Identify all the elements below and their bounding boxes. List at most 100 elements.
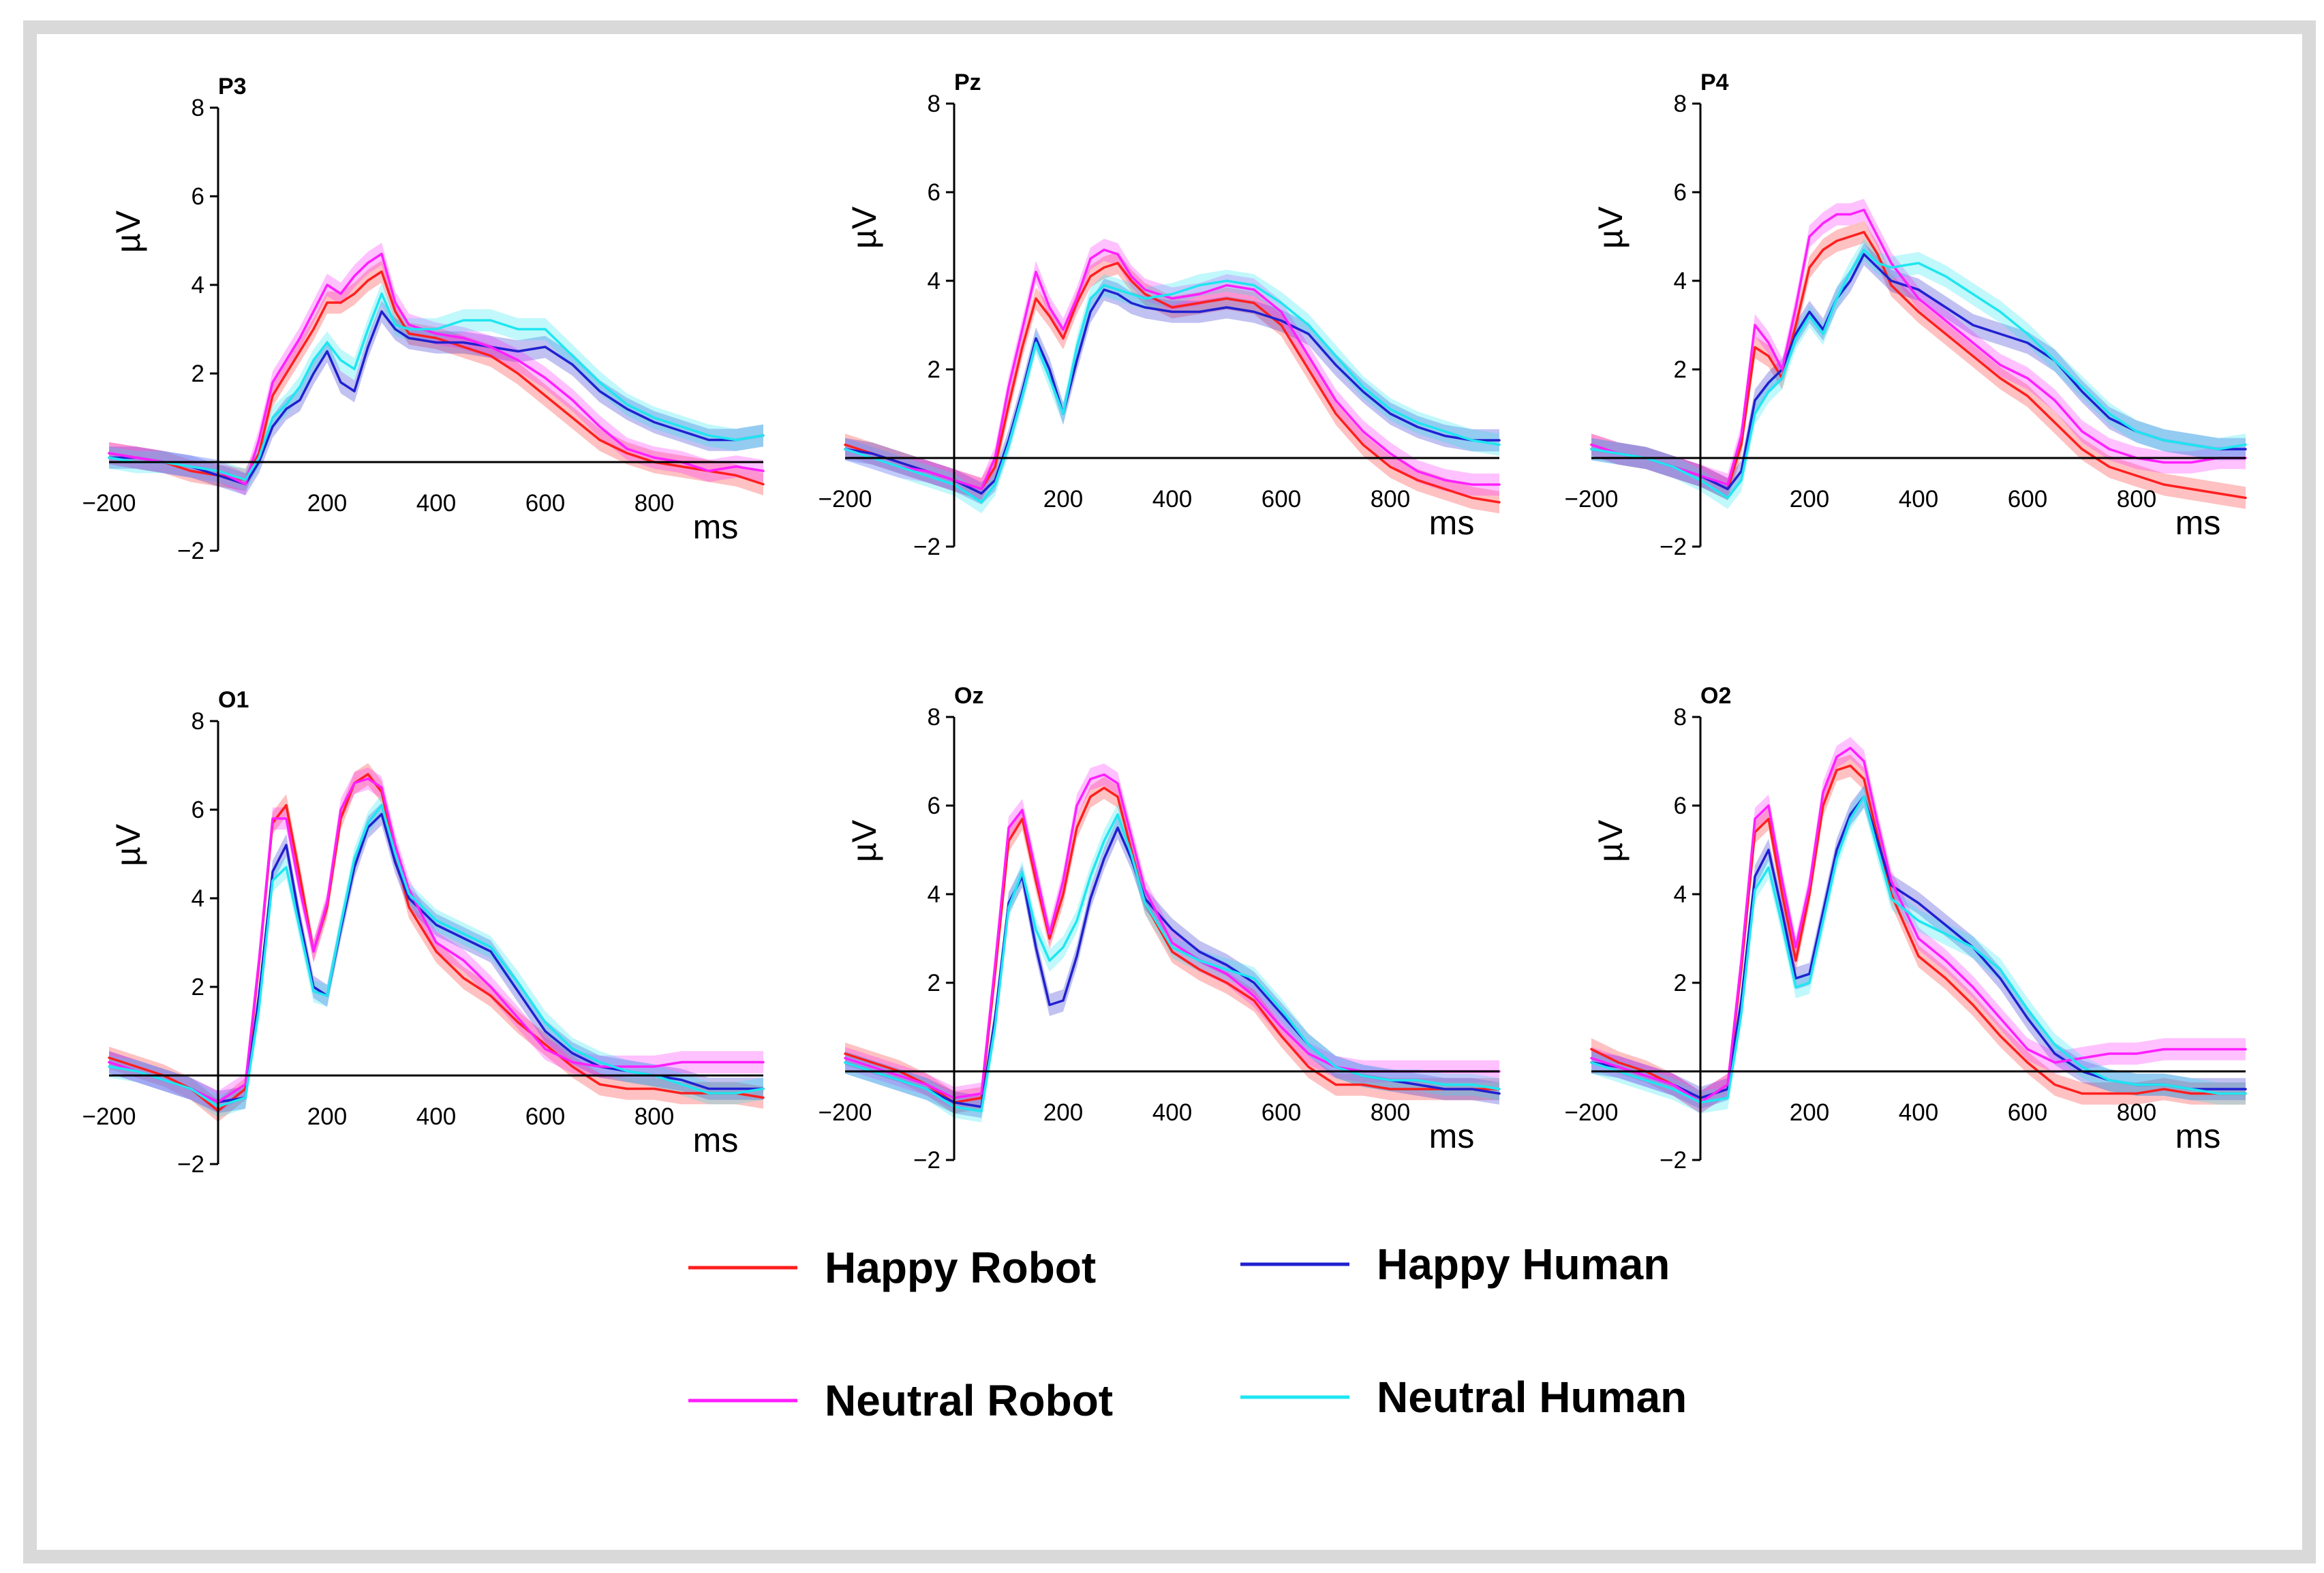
x-tick-label: 800	[1371, 486, 1410, 513]
panel-title: Oz	[954, 683, 983, 709]
y-tick-label: 6	[192, 797, 204, 823]
panel-title: O1	[218, 687, 249, 713]
panel-title: P4	[1700, 70, 1729, 95]
x-tick-label: 600	[2008, 486, 2047, 513]
x-tick-label: 200	[307, 1103, 347, 1130]
y-tick-label: 4	[928, 268, 941, 294]
y-tick-label: 4	[192, 272, 204, 299]
series-band-happy-human	[109, 300, 763, 495]
series-line-neutral-robot	[108, 777, 765, 1103]
y-unit-label: µV	[109, 823, 147, 866]
panel-p4: −2 2 4 6 8 −200 200 400 600 800 ms µV P4	[1565, 70, 2247, 560]
y-tick-label: 6	[192, 183, 204, 210]
series-line-neutral-robot	[1590, 209, 2247, 486]
x-tick-label: 600	[1262, 1099, 1301, 1126]
y-tick-label: 2	[192, 361, 204, 387]
legend-label: Happy Robot	[825, 1243, 1096, 1292]
x-tick-label: 200	[1790, 486, 1829, 513]
x-tick-label: 400	[1899, 486, 1938, 513]
x-tick-label: −200	[82, 1103, 136, 1130]
y-tick-label: 8	[192, 95, 204, 121]
series-line-happy-robot	[844, 786, 1501, 1104]
series-band-happy-robot	[1591, 221, 2246, 509]
y-tick-label: −2	[913, 534, 941, 560]
x-tick-label: 400	[1152, 486, 1192, 513]
y-tick-label: −2	[913, 1147, 941, 1174]
series-line-neutral-human	[108, 292, 765, 481]
y-tick-label: 2	[928, 356, 941, 383]
x-tick-label: 600	[525, 490, 565, 517]
legend-label: Neutral Robot	[825, 1376, 1113, 1425]
legend-item-neutral-robot: Neutral Robot	[688, 1376, 1113, 1425]
y-tick-label: 6	[1674, 179, 1687, 206]
y-tick-label: 2	[1674, 356, 1687, 383]
panel-title: Pz	[954, 70, 981, 95]
legend-item-happy-robot: Happy Robot	[688, 1243, 1096, 1292]
y-tick-label: 6	[1674, 793, 1687, 819]
x-tick-label: −200	[82, 490, 136, 517]
series-line-neutral-human	[108, 804, 765, 1108]
series-band-neutral-human	[109, 282, 763, 491]
x-tick-label: 200	[1790, 1099, 1829, 1126]
series-band-neutral-robot	[109, 243, 763, 495]
panel-p3: −2 2 4 6 8 −200 200 400 600 800 ms µV P3	[82, 74, 765, 564]
panel-title: P3	[218, 74, 247, 100]
y-tick-label: 6	[928, 179, 941, 206]
legend-item-neutral-human: Neutral Human	[1240, 1373, 1687, 1422]
y-tick-label: 4	[192, 885, 204, 912]
series-band-neutral-robot	[845, 763, 1499, 1110]
y-tick-label: −2	[177, 1151, 204, 1178]
x-unit-label: ms	[1429, 504, 1475, 542]
series-band-neutral-robot	[1591, 198, 2246, 496]
x-tick-label: 400	[416, 1103, 456, 1130]
x-unit-label: ms	[693, 508, 739, 546]
y-tick-label: 8	[192, 708, 204, 735]
x-tick-label: 200	[1043, 1099, 1083, 1126]
y-unit-label: µV	[1591, 206, 1630, 249]
series-line-neutral-robot	[108, 252, 765, 486]
panel-pz: −2 2 4 6 8 −200 200 400 600 800 ms µV Pz	[819, 70, 1501, 560]
series-line-neutral-human	[844, 279, 1501, 504]
series-band-neutral-human	[845, 269, 1499, 514]
y-tick-label: −2	[1660, 1147, 1687, 1174]
y-tick-label: −2	[1660, 534, 1687, 560]
legend: Happy Robot Happy Human Neutral Robot Neutr…	[688, 1240, 1687, 1425]
y-tick-label: 6	[928, 793, 941, 819]
legend-item-happy-human: Happy Human	[1240, 1240, 1670, 1289]
x-tick-label: 200	[307, 490, 347, 517]
y-tick-label: −2	[177, 538, 204, 564]
x-tick-label: 200	[1043, 486, 1083, 513]
legend-label: Neutral Human	[1377, 1373, 1687, 1422]
series-band-neutral-human	[1591, 785, 2246, 1114]
x-tick-label: 400	[1899, 1099, 1938, 1126]
series-band-neutral-robot	[845, 239, 1499, 500]
y-tick-label: 4	[928, 881, 941, 908]
y-tick-label: 2	[928, 970, 941, 996]
series-line-neutral-human	[1590, 248, 2247, 500]
y-unit-label: µV	[1591, 819, 1630, 862]
x-tick-label: 800	[2117, 486, 2156, 513]
y-tick-label: 8	[1674, 704, 1687, 731]
x-unit-label: ms	[2175, 1117, 2221, 1155]
series-line-neutral-robot	[844, 248, 1501, 491]
series-band-happy-human	[1591, 243, 2246, 500]
series-line-neutral-human	[1590, 795, 2247, 1104]
x-tick-label: 800	[1371, 1099, 1410, 1126]
series-line-happy-human	[844, 288, 1501, 495]
y-unit-label: µV	[109, 210, 147, 253]
x-tick-label: 800	[634, 1103, 674, 1130]
series-band-happy-human	[1591, 785, 2246, 1110]
series-line-neutral-human	[844, 813, 1501, 1113]
legend-label: Happy Human	[1377, 1240, 1670, 1289]
y-tick-label: 8	[928, 91, 941, 117]
y-tick-label: 4	[1674, 268, 1687, 294]
series-band-happy-human	[845, 816, 1499, 1118]
x-tick-label: 800	[2117, 1099, 2156, 1126]
x-tick-label: 600	[525, 1103, 565, 1130]
y-unit-label: µV	[845, 819, 883, 862]
series-line-happy-human	[1590, 253, 2247, 491]
x-tick-label: 600	[1262, 486, 1301, 513]
series-band-happy-robot	[109, 260, 763, 495]
series-band-neutral-human	[845, 803, 1499, 1123]
